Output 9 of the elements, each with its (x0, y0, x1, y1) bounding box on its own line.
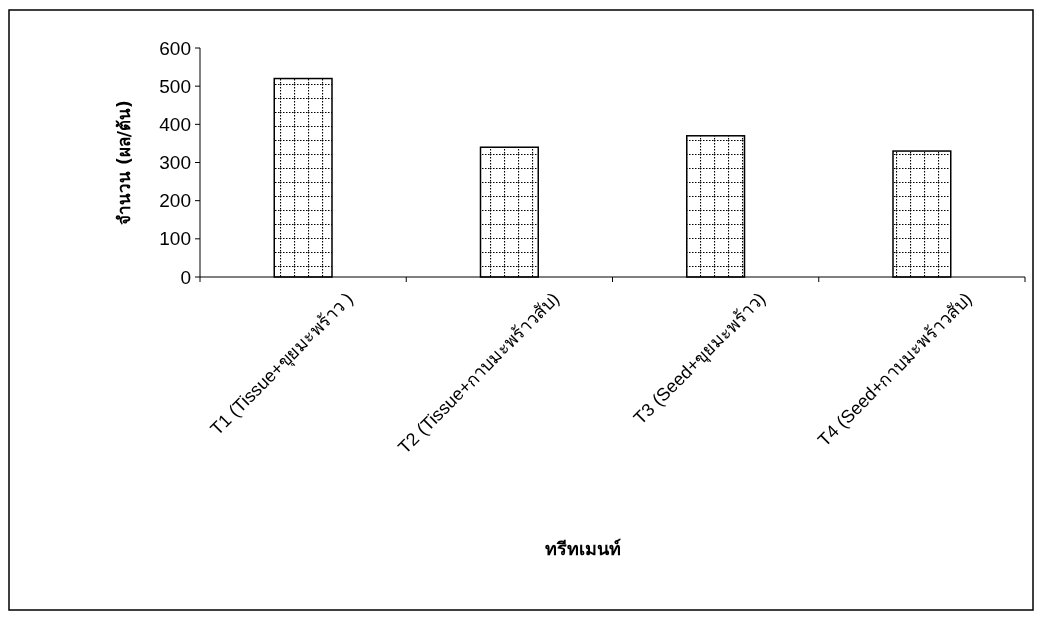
y-tick-label: 100 (159, 228, 191, 250)
y-axis-title: จำนวน (ผล/ต้น) (114, 100, 134, 225)
y-tick-label: 200 (159, 190, 191, 212)
y-tick-label: 300 (159, 152, 191, 174)
y-tick-label: 400 (159, 113, 191, 135)
y-tick-label: 0 (180, 266, 191, 288)
y-tick-label: 600 (159, 37, 191, 59)
x-axis-title: ทรีทเมนท์ (544, 538, 621, 559)
y-tick-label: 500 (159, 75, 191, 97)
